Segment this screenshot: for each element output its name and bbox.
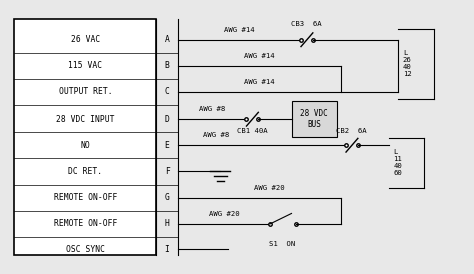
- Text: AWG #14: AWG #14: [244, 53, 275, 59]
- Text: 28 VDC
BUS: 28 VDC BUS: [300, 109, 328, 129]
- Text: REMOTE ON-OFF: REMOTE ON-OFF: [54, 193, 117, 202]
- Text: D: D: [164, 115, 170, 124]
- Text: S1  ON: S1 ON: [269, 241, 295, 247]
- Bar: [14, 19, 156, 255]
- Text: AWG #20: AWG #20: [254, 185, 284, 191]
- Text: A: A: [164, 35, 170, 44]
- Text: AWG #8: AWG #8: [203, 132, 229, 138]
- Text: NO: NO: [81, 141, 90, 150]
- Text: C: C: [164, 87, 170, 96]
- Text: G: G: [164, 193, 170, 202]
- Text: OSC SYNC: OSC SYNC: [66, 245, 105, 254]
- Text: REMOTE ON-OFF: REMOTE ON-OFF: [54, 219, 117, 228]
- Text: 26 VAC: 26 VAC: [71, 35, 100, 44]
- Text: CB1 40A: CB1 40A: [237, 128, 267, 134]
- Text: OUTPUT RET.: OUTPUT RET.: [58, 87, 112, 96]
- Text: L
11
40
60: L 11 40 60: [393, 149, 402, 176]
- Bar: [292, 101, 337, 137]
- Text: DC RET.: DC RET.: [68, 167, 102, 176]
- Text: AWG #8: AWG #8: [199, 106, 225, 112]
- Text: B: B: [164, 61, 170, 70]
- Text: I: I: [164, 245, 170, 254]
- Text: AWG #20: AWG #20: [209, 211, 239, 217]
- Text: CB2  6A: CB2 6A: [337, 128, 367, 134]
- Text: AWG #14: AWG #14: [244, 79, 275, 85]
- Text: 28 VDC INPUT: 28 VDC INPUT: [56, 115, 115, 124]
- Text: E: E: [164, 141, 170, 150]
- Text: H: H: [164, 219, 170, 228]
- Text: F: F: [164, 167, 170, 176]
- Text: 115 VAC: 115 VAC: [68, 61, 102, 70]
- Text: CB3  6A: CB3 6A: [292, 21, 322, 27]
- Text: AWG #14: AWG #14: [224, 27, 255, 33]
- Text: L
26
40
12: L 26 40 12: [403, 50, 411, 78]
